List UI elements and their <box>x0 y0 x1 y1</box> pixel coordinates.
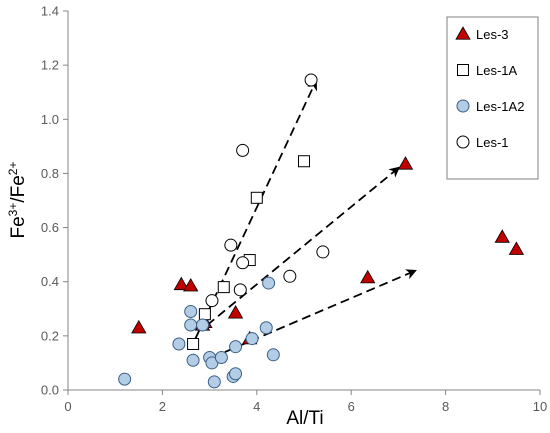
point-les-1 <box>283 269 297 283</box>
point-les-1a2 <box>196 318 210 332</box>
point-les-1a2 <box>207 375 221 389</box>
point-les-1a2 <box>186 353 200 367</box>
point-les-1a <box>250 191 263 204</box>
data-points <box>118 73 525 389</box>
point-les-1 <box>236 256 250 270</box>
y-tick-label: 1.2 <box>41 58 59 73</box>
point-les-1a2 <box>259 321 273 335</box>
point-les-1a <box>187 337 200 350</box>
legend-marker-les-1 <box>456 135 470 149</box>
point-les-3 <box>494 229 510 243</box>
point-les-1a2 <box>229 340 243 354</box>
y-tick-label: 1.0 <box>41 112 59 127</box>
point-les-1 <box>205 294 219 308</box>
point-les-3 <box>397 156 414 170</box>
x-tick-label: 2 <box>159 399 166 414</box>
point-les-1a2 <box>229 367 243 381</box>
trend-arrows <box>194 79 417 359</box>
point-les-3 <box>360 269 376 284</box>
point-les-1a2 <box>118 372 132 386</box>
y-tick-label: 0.6 <box>41 220 59 235</box>
x-axis-title: Al/Ti <box>286 408 323 429</box>
x-tick-label: 8 <box>442 399 449 414</box>
x-tick-label: 6 <box>348 399 355 414</box>
point-les-1a2 <box>172 337 186 351</box>
point-les-1a2 <box>214 351 228 365</box>
legend-label-les-1: Les-1 <box>476 135 509 150</box>
point-les-1a <box>217 281 230 294</box>
x-tick-label: 4 <box>253 399 260 414</box>
point-les-1a <box>198 308 211 321</box>
point-les-3 <box>183 277 199 292</box>
legend-label-les-1a: Les-1A <box>476 63 518 78</box>
point-les-3 <box>227 305 244 319</box>
y-tick-label: 0.8 <box>41 166 59 181</box>
point-les-1 <box>233 283 247 297</box>
point-les-1a <box>298 155 310 168</box>
y-tick-label: 0.2 <box>41 328 59 343</box>
point-les-1 <box>304 73 318 87</box>
point-les-1a2 <box>266 348 280 362</box>
point-les-3 <box>131 319 147 334</box>
point-les-1 <box>236 143 250 157</box>
x-tick-label: 10 <box>533 399 547 414</box>
point-les-1a2 <box>184 304 198 318</box>
y-tick-label: 1.4 <box>41 4 59 19</box>
point-les-1a2 <box>184 318 198 332</box>
y-tick-label: 0.4 <box>41 274 59 289</box>
point-les-1a2 <box>245 332 259 346</box>
legend-box <box>446 16 539 180</box>
legend-label-les-3: Les-3 <box>476 27 509 42</box>
x-tick-label: 0 <box>64 399 71 414</box>
point-les-1 <box>316 245 330 259</box>
axes <box>67 11 540 391</box>
legend-marker-les-1a <box>457 64 469 76</box>
legend: Les-3 Les-1A Les-1A2 Les-1 <box>446 16 539 180</box>
legend-label-les-1a2: Les-1A2 <box>476 99 524 114</box>
y-tick-label: 0.0 <box>41 383 59 398</box>
point-les-1 <box>224 238 238 252</box>
tick-labels: 0 2 4 6 8 10 0.0 0.2 0.4 0.6 0.8 1.0 1.2 1.4 <box>41 4 547 415</box>
legend-marker-les-1a2 <box>456 99 470 113</box>
point-les-1a2 <box>262 276 276 290</box>
y-axis-title: Fe3+/Fe2+ <box>6 161 29 238</box>
legend-marker-les-3 <box>455 26 471 40</box>
point-les-3 <box>508 241 525 255</box>
point-les-3 <box>173 276 189 291</box>
